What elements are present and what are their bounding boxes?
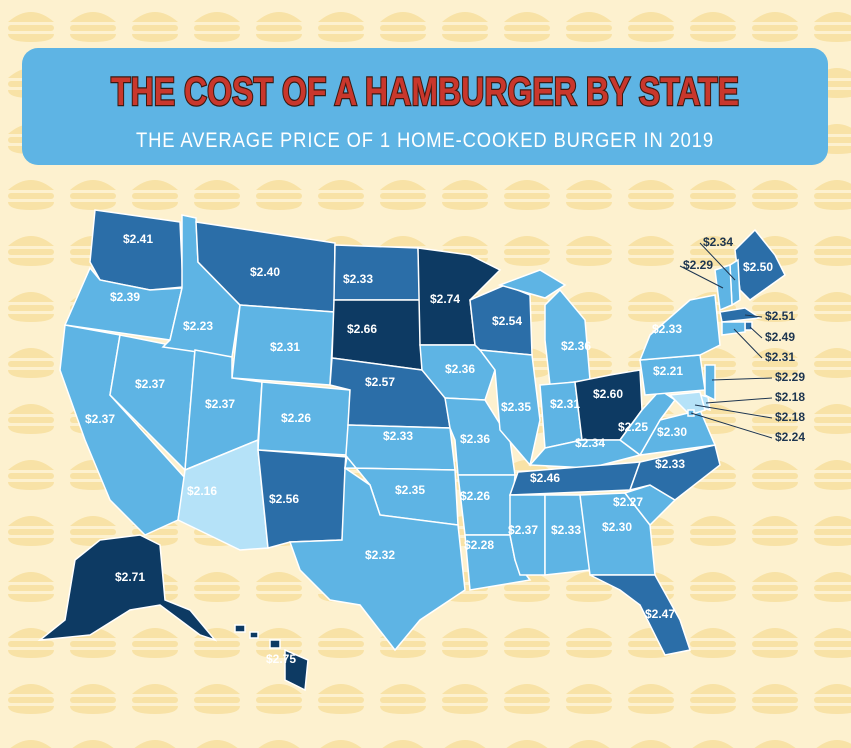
state-price: $2.34 [703, 235, 733, 249]
us-map: $2.41 $2.39 $2.37 $2.37 $2.23 $2.40 $2.31 $2.37… [37, 209, 805, 692]
state-price: $2.40 [250, 265, 280, 279]
state-price: $2.37 [135, 377, 165, 391]
state-price: $2.37 [85, 412, 115, 426]
state-price: $2.39 [110, 290, 140, 304]
header-panel [22, 48, 828, 165]
state-price: $2.37 [508, 523, 538, 537]
title: THE COST OF A HAMBURGER BY STATE [111, 70, 739, 114]
state [744, 321, 753, 331]
state-price: $2.18 [775, 390, 805, 404]
state [497, 269, 567, 299]
state-price: $2.37 [205, 397, 235, 411]
state-price: $2.31 [765, 350, 795, 364]
state-price: $2.74 [430, 292, 460, 306]
state-price: $2.47 [645, 607, 675, 621]
state [37, 534, 218, 642]
state-price: $2.33 [655, 457, 685, 471]
state [714, 263, 733, 312]
state-price: $2.26 [281, 411, 311, 425]
state-price: $2.57 [365, 375, 395, 389]
state-price: $2.33 [383, 429, 413, 443]
leader-line [733, 328, 763, 359]
state-price: $2.30 [657, 425, 687, 439]
leader-line [690, 412, 773, 439]
state-price: $2.21 [653, 364, 683, 378]
state [638, 294, 721, 361]
state-price: $2.23 [183, 319, 213, 333]
state-price: $2.33 [343, 272, 373, 286]
state [249, 631, 259, 639]
state-price: $2.31 [270, 340, 300, 354]
state-price: $2.34 [575, 436, 605, 450]
state-price: $2.28 [464, 538, 494, 552]
state-price: $2.26 [460, 489, 490, 503]
state [579, 492, 656, 576]
state [89, 209, 184, 291]
state-price: $2.49 [765, 330, 795, 344]
state-price: $2.50 [743, 260, 773, 274]
leader-line [694, 404, 773, 419]
state-price: $2.25 [618, 420, 648, 434]
state-price: $2.46 [530, 471, 560, 485]
state-price: $2.54 [492, 314, 522, 328]
state-price: $2.27 [613, 495, 643, 509]
state [719, 307, 763, 323]
state [269, 639, 281, 649]
state-price: $2.41 [123, 232, 153, 246]
leader-line [749, 326, 763, 339]
state [628, 444, 721, 501]
state [288, 466, 466, 652]
state-price: $2.16 [187, 484, 217, 498]
state [234, 624, 246, 633]
state-price: $2.66 [347, 322, 377, 336]
state-price: $2.75 [266, 652, 296, 666]
state [721, 321, 746, 336]
state-price: $2.36 [460, 432, 490, 446]
state-price: $2.71 [115, 570, 145, 584]
state-price: $2.33 [652, 322, 682, 336]
state-price: $2.18 [775, 410, 805, 424]
leader-line [699, 242, 736, 281]
state-price: $2.56 [269, 492, 299, 506]
state-price: $2.35 [501, 400, 531, 414]
state [284, 648, 309, 692]
subtitle: THE AVERAGE PRICE OF 1 HOME-COOKED BURGE… [136, 129, 714, 152]
state-price: $2.36 [445, 362, 475, 376]
state-price: $2.51 [765, 309, 795, 323]
leader-line [679, 265, 724, 289]
state-price: $2.30 [602, 520, 632, 534]
state-price: $2.29 [775, 370, 805, 384]
state [704, 364, 716, 402]
state-price: $2.29 [683, 258, 713, 272]
leader-line [705, 397, 773, 404]
leader-line [711, 377, 773, 381]
state-price: $2.32 [365, 548, 395, 562]
state-price: $2.36 [561, 339, 591, 353]
state-price: $2.35 [395, 483, 425, 497]
state-price: $2.31 [550, 397, 580, 411]
state [457, 474, 516, 536]
leader-line [744, 314, 763, 318]
state [668, 391, 706, 416]
state-price: $2.33 [551, 523, 581, 537]
state-price: $2.24 [775, 430, 805, 444]
state [589, 574, 691, 656]
state-price: $2.60 [593, 387, 623, 401]
